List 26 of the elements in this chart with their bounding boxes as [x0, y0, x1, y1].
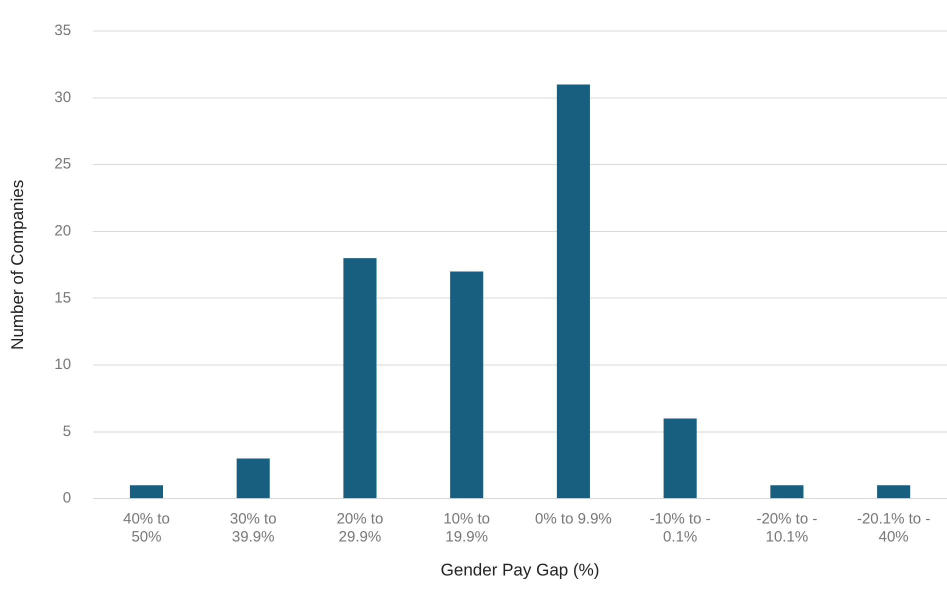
bar	[130, 485, 163, 498]
y-tick-label: 10	[54, 356, 72, 374]
bar	[556, 84, 590, 498]
x-tick-label: 10% to 19.9%	[443, 510, 490, 546]
bar	[236, 458, 270, 498]
y-tick-label: 30	[54, 88, 72, 106]
bar	[770, 485, 804, 498]
y-tick-label: 35	[54, 22, 72, 40]
x-tick-label: 30% to 39.9%	[230, 510, 277, 546]
y-tick-label: 25	[54, 156, 72, 173]
x-tick-label: 20% to 29.9%	[336, 510, 384, 546]
x-tick-label: 40% to 50%	[123, 510, 170, 546]
y-axis-title: Number of Companies	[8, 180, 27, 350]
y-tick-label: 0	[62, 490, 72, 507]
x-tick-label: -20% to - 10.1%	[756, 510, 818, 546]
x-tick-label: -10% to - 0.1%	[650, 510, 711, 546]
bar	[877, 485, 910, 498]
bar	[343, 258, 376, 498]
bar	[450, 271, 484, 498]
y-tick-label: 15	[54, 289, 72, 306]
x-axis-title: Gender Pay Gap (%)	[440, 560, 600, 580]
y-tick-label: 20	[54, 222, 72, 240]
bar	[664, 418, 697, 498]
x-tick-label: 0% to 9.9%	[535, 510, 612, 528]
y-tick-label: 5	[62, 422, 72, 440]
x-tick-label: -20.1% to - 40%	[856, 510, 930, 546]
